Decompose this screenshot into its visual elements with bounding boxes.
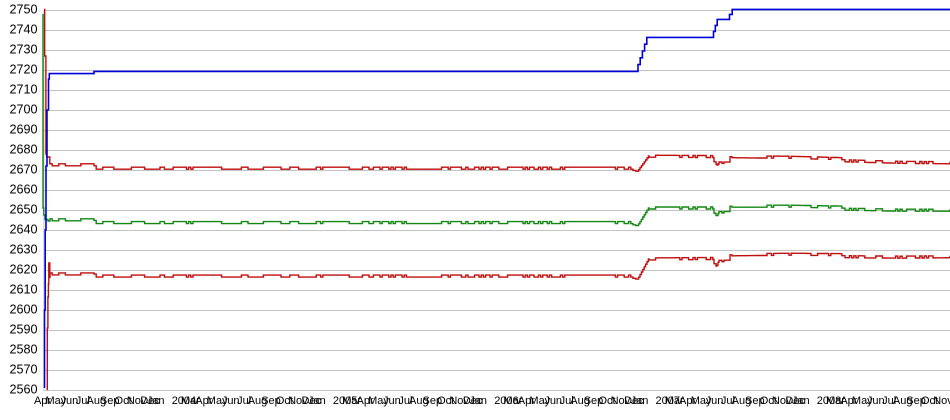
svg-text:2007: 2007 xyxy=(656,395,680,407)
svg-text:Apr: Apr xyxy=(34,395,51,407)
svg-text:2640: 2640 xyxy=(9,223,37,237)
svg-text:Oct: Oct xyxy=(598,395,615,407)
svg-text:Dec: Dec xyxy=(140,395,160,407)
svg-text:May: May xyxy=(46,395,67,407)
svg-text:Jul: Jul xyxy=(560,395,574,407)
svg-text:2730: 2730 xyxy=(9,43,37,57)
svg-text:Aug: Aug xyxy=(409,395,429,407)
svg-text:2600: 2600 xyxy=(9,303,37,317)
svg-text:Jul: Jul xyxy=(398,395,412,407)
svg-text:Aug: Aug xyxy=(87,395,107,407)
svg-text:2680: 2680 xyxy=(9,143,37,157)
svg-text:2650: 2650 xyxy=(9,203,37,217)
svg-text:2630: 2630 xyxy=(9,243,37,257)
svg-text:2005: 2005 xyxy=(333,395,357,407)
svg-text:Apr: Apr xyxy=(357,395,374,407)
svg-text:Nov: Nov xyxy=(611,395,631,407)
svg-text:Dec: Dec xyxy=(785,395,805,407)
svg-text:2690: 2690 xyxy=(9,123,37,137)
svg-text:Jul: Jul xyxy=(882,395,896,407)
svg-text:Jun: Jun xyxy=(61,395,79,407)
svg-text:Jul: Jul xyxy=(721,395,735,407)
svg-text:2660: 2660 xyxy=(9,183,37,197)
svg-text:May: May xyxy=(207,395,228,407)
svg-text:Oct: Oct xyxy=(921,395,938,407)
svg-text:2004: 2004 xyxy=(172,395,196,407)
svg-text:Nov: Nov xyxy=(933,395,950,407)
svg-text:Jan: Jan xyxy=(308,395,326,407)
svg-text:Apr: Apr xyxy=(679,395,696,407)
svg-text:2560: 2560 xyxy=(9,383,37,397)
svg-text:Dec: Dec xyxy=(302,395,322,407)
svg-text:2590: 2590 xyxy=(9,323,37,337)
svg-text:2670: 2670 xyxy=(9,163,37,177)
svg-text:Jan: Jan xyxy=(631,395,649,407)
svg-text:May: May xyxy=(529,395,550,407)
svg-text:Mar: Mar xyxy=(503,395,522,407)
svg-text:Mar: Mar xyxy=(665,395,684,407)
svg-text:Jun: Jun xyxy=(544,395,562,407)
svg-text:Nov: Nov xyxy=(127,395,147,407)
svg-text:Aug: Aug xyxy=(248,395,268,407)
svg-text:2570: 2570 xyxy=(9,363,37,377)
svg-text:Jun: Jun xyxy=(383,395,401,407)
svg-text:Apr: Apr xyxy=(518,395,535,407)
svg-text:2710: 2710 xyxy=(9,83,37,97)
svg-text:May: May xyxy=(368,395,389,407)
svg-text:Dec: Dec xyxy=(624,395,644,407)
svg-text:2610: 2610 xyxy=(9,283,37,297)
svg-text:Oct: Oct xyxy=(437,395,454,407)
svg-text:Oct: Oct xyxy=(115,395,132,407)
svg-text:2620: 2620 xyxy=(9,263,37,277)
svg-text:2750: 2750 xyxy=(9,3,37,17)
svg-text:Sep: Sep xyxy=(584,395,604,407)
svg-text:Jul: Jul xyxy=(237,395,251,407)
svg-text:2720: 2720 xyxy=(9,63,37,77)
svg-text:2580: 2580 xyxy=(9,343,37,357)
svg-text:Mar: Mar xyxy=(181,395,200,407)
svg-text:Jan: Jan xyxy=(469,395,487,407)
svg-text:Aug: Aug xyxy=(893,395,913,407)
svg-text:Jun: Jun xyxy=(222,395,240,407)
svg-text:Sep: Sep xyxy=(745,395,765,407)
svg-text:Aug: Aug xyxy=(570,395,590,407)
svg-text:Mar: Mar xyxy=(826,395,845,407)
svg-text:Mar: Mar xyxy=(342,395,361,407)
svg-text:Dec: Dec xyxy=(463,395,483,407)
svg-text:2008: 2008 xyxy=(817,395,841,407)
svg-text:2700: 2700 xyxy=(9,103,37,117)
svg-text:Nov: Nov xyxy=(288,395,308,407)
svg-text:Aug: Aug xyxy=(732,395,752,407)
svg-text:May: May xyxy=(852,395,873,407)
svg-text:Jun: Jun xyxy=(706,395,724,407)
svg-text:Sep: Sep xyxy=(423,395,443,407)
svg-text:Sep: Sep xyxy=(100,395,120,407)
svg-text:Jun: Jun xyxy=(867,395,885,407)
svg-text:2006: 2006 xyxy=(494,395,518,407)
svg-text:Sep: Sep xyxy=(261,395,281,407)
svg-text:May: May xyxy=(691,395,712,407)
svg-text:Apr: Apr xyxy=(840,395,857,407)
svg-text:Nov: Nov xyxy=(772,395,792,407)
svg-text:2740: 2740 xyxy=(9,23,37,37)
svg-text:Nov: Nov xyxy=(449,395,469,407)
svg-text:Oct: Oct xyxy=(276,395,293,407)
svg-text:Jan: Jan xyxy=(147,395,165,407)
svg-text:Sep: Sep xyxy=(906,395,926,407)
svg-text:Jul: Jul xyxy=(76,395,90,407)
svg-text:Oct: Oct xyxy=(760,395,777,407)
svg-text:Jan: Jan xyxy=(792,395,810,407)
svg-text:Apr: Apr xyxy=(195,395,212,407)
